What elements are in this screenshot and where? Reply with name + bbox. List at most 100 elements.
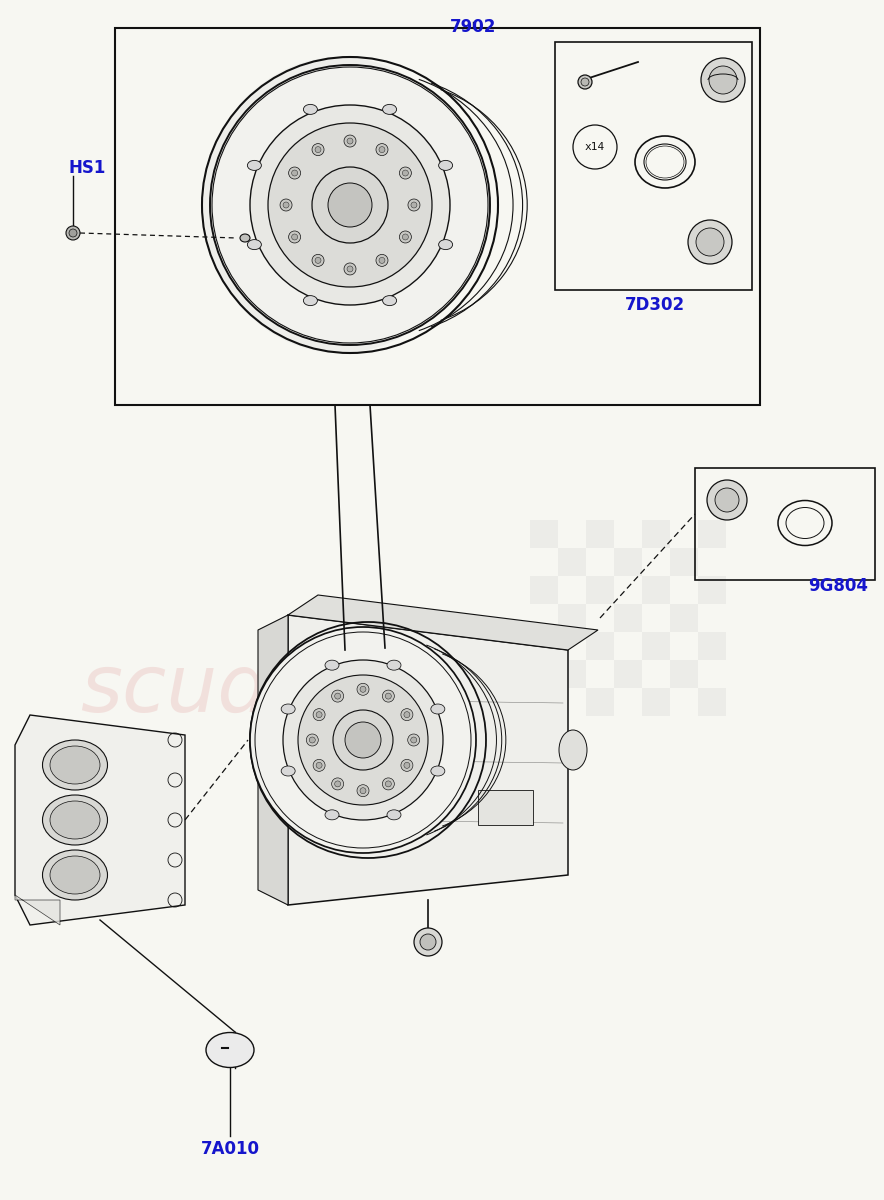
Circle shape: [332, 690, 344, 702]
Ellipse shape: [431, 704, 445, 714]
Bar: [614, 660, 642, 688]
Bar: [530, 576, 558, 604]
Circle shape: [347, 138, 353, 144]
Circle shape: [66, 226, 80, 240]
Ellipse shape: [786, 508, 824, 539]
Circle shape: [383, 690, 394, 702]
Circle shape: [401, 760, 413, 772]
Ellipse shape: [50, 856, 100, 894]
Circle shape: [411, 737, 416, 743]
Bar: [478, 790, 533, 826]
Ellipse shape: [50, 802, 100, 839]
Circle shape: [292, 234, 298, 240]
Bar: [614, 548, 642, 576]
Ellipse shape: [281, 766, 295, 776]
Circle shape: [283, 202, 289, 208]
Bar: [558, 660, 586, 688]
Bar: [586, 632, 614, 660]
Circle shape: [288, 167, 301, 179]
Ellipse shape: [387, 660, 401, 670]
Bar: [642, 576, 670, 604]
Circle shape: [312, 167, 388, 242]
Circle shape: [312, 144, 324, 156]
Circle shape: [400, 167, 411, 179]
Circle shape: [332, 778, 344, 790]
Circle shape: [385, 694, 392, 700]
Circle shape: [402, 170, 408, 176]
Ellipse shape: [303, 295, 317, 306]
Circle shape: [357, 683, 369, 695]
Circle shape: [313, 760, 325, 772]
Polygon shape: [15, 895, 60, 925]
Circle shape: [360, 787, 366, 793]
Ellipse shape: [383, 295, 397, 306]
Ellipse shape: [281, 704, 295, 714]
Bar: [670, 604, 698, 632]
Circle shape: [385, 781, 392, 787]
Text: x14: x14: [585, 142, 606, 152]
Circle shape: [360, 686, 366, 692]
Circle shape: [316, 712, 322, 718]
Polygon shape: [15, 715, 185, 925]
Bar: [698, 632, 726, 660]
Text: car: car: [55, 733, 142, 786]
Circle shape: [404, 712, 410, 718]
Ellipse shape: [431, 766, 445, 776]
Ellipse shape: [50, 746, 100, 784]
Bar: [586, 688, 614, 716]
Ellipse shape: [42, 850, 108, 900]
Circle shape: [316, 762, 322, 768]
Circle shape: [288, 230, 301, 242]
Bar: [115, 28, 760, 404]
Bar: [642, 632, 670, 660]
Circle shape: [379, 146, 385, 152]
Circle shape: [344, 136, 356, 148]
Ellipse shape: [240, 234, 250, 242]
Circle shape: [309, 737, 316, 743]
Ellipse shape: [644, 144, 686, 180]
Circle shape: [298, 674, 428, 805]
Text: 9G804: 9G804: [808, 577, 868, 595]
Circle shape: [357, 785, 369, 797]
Circle shape: [306, 734, 318, 746]
Circle shape: [411, 202, 417, 208]
Bar: [530, 632, 558, 660]
Circle shape: [408, 199, 420, 211]
Ellipse shape: [559, 730, 587, 770]
Circle shape: [383, 778, 394, 790]
Circle shape: [280, 199, 292, 211]
Circle shape: [283, 660, 443, 820]
Circle shape: [292, 170, 298, 176]
Polygon shape: [258, 614, 288, 905]
Circle shape: [69, 229, 77, 236]
Circle shape: [379, 257, 385, 263]
Bar: [642, 688, 670, 716]
Circle shape: [715, 488, 739, 512]
Circle shape: [376, 144, 388, 156]
Bar: [670, 660, 698, 688]
Ellipse shape: [325, 810, 339, 820]
Bar: [530, 688, 558, 716]
Bar: [558, 548, 586, 576]
Circle shape: [328, 182, 372, 227]
Circle shape: [268, 122, 432, 287]
Circle shape: [335, 781, 340, 787]
Ellipse shape: [387, 810, 401, 820]
Circle shape: [688, 220, 732, 264]
Circle shape: [578, 74, 592, 89]
Bar: [698, 576, 726, 604]
Bar: [670, 548, 698, 576]
Circle shape: [707, 480, 747, 520]
Circle shape: [333, 710, 393, 770]
Bar: [555, 42, 752, 290]
Bar: [614, 604, 642, 632]
Circle shape: [402, 234, 408, 240]
Circle shape: [581, 78, 589, 86]
Bar: [698, 520, 726, 548]
Polygon shape: [288, 595, 598, 650]
Bar: [558, 604, 586, 632]
Text: 7902: 7902: [450, 18, 496, 36]
Ellipse shape: [206, 1032, 254, 1068]
Ellipse shape: [248, 161, 262, 170]
Circle shape: [376, 254, 388, 266]
